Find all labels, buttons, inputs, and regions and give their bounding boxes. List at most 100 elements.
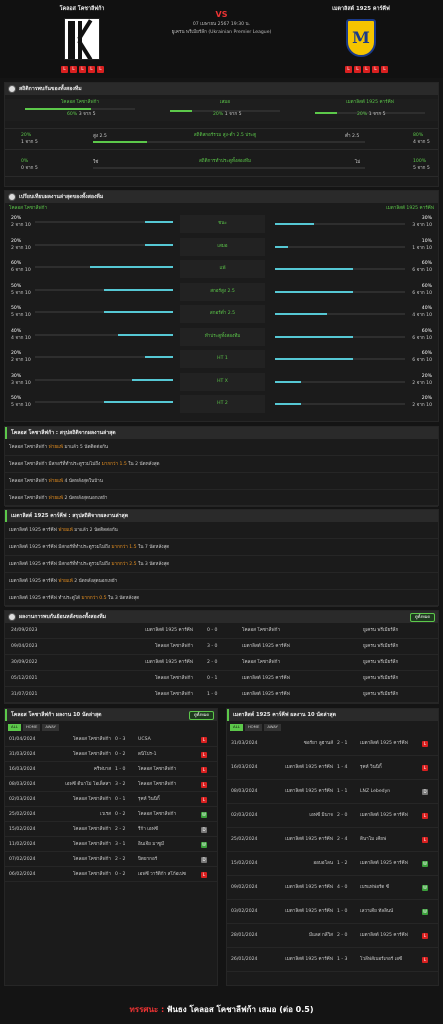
away-team[interactable]: โวลีฟส์เบอร์เกอร์ เอซี	[360, 957, 403, 962]
result-row[interactable]: 09/02/2024 เมตาลิสต์ 1925 คาร์คีฟ 4 - 0 เบร…	[227, 876, 438, 900]
home-team[interactable]: โคลอส โคชาลีฟก้า	[154, 692, 193, 697]
home-team[interactable]: เอฟซี ดีนาโม่ โอเด็สสา	[65, 781, 111, 787]
away-team[interactable]: เบรแท่ฟอร์ด ซี	[360, 885, 389, 890]
home-team[interactable]: คริฟบาส	[93, 766, 111, 772]
away-team[interactable]: รุคห์ วินนิกี้	[138, 796, 160, 802]
tab-away[interactable]: AWAY	[42, 724, 59, 731]
home-team[interactable]: เมตาลิสต์ 1925 คาร์คีฟ	[285, 837, 333, 842]
home-pct-value: 50%	[11, 306, 22, 311]
home-team[interactable]: เมตาลิสต์ 1925 คาร์คีฟ	[145, 628, 193, 633]
away-team[interactable]: ปิตยากอร์	[138, 856, 158, 862]
result-row[interactable]: 16/03/2024 คริฟบาส 1 - 0 โคลอส โคชาลีฟก้า L	[5, 762, 217, 777]
h2h-row[interactable]: 24/09/2023 เมตาลิสต์ 1925 คาร์คีฟ 0 - 0 โคล…	[5, 623, 438, 639]
tab-home[interactable]: HOME	[22, 724, 41, 731]
view-all-button[interactable]: ดูทั้งหมด	[409, 613, 435, 622]
league[interactable]: ยูเครน พรีเมียร์ลีก	[363, 644, 399, 649]
away-team[interactable]: ดนิโปร-1	[138, 751, 157, 757]
away-team[interactable]: เอฟซี วาร์ติก้า สโก้อเปซ	[138, 871, 187, 877]
home-team[interactable]: เอฟซี มินาจ	[309, 813, 333, 818]
away-team[interactable]: เมตาลิสต์ 1925 คาร์คีฟ	[360, 933, 408, 938]
result-row[interactable]: 11/02/2024 โคลอส โคชาลีฟก้า 3 - 1 อินเจีย ม…	[5, 837, 217, 852]
home-bar	[35, 311, 173, 313]
result-row[interactable]: 08/03/2024 เมตาลิสต์ 1925 คาร์คีฟ 1 - 1 LNZ…	[227, 780, 438, 804]
result-row[interactable]: 31/03/2024 ซอร์ยา ลูฮานส์ 2 - 1 เมตาลิสต์ 1…	[227, 732, 438, 756]
away-team-logo[interactable]: M	[346, 19, 376, 57]
result-row[interactable]: 16/03/2024 เมตาลิสต์ 1925 คาร์คีฟ 1 - 4 รุค…	[227, 756, 438, 780]
away-team[interactable]: โคลอส โคชาลีฟก้า	[242, 628, 281, 633]
away-team-name[interactable]: เมตาลิสต์ 1925 คาร์คีฟ	[332, 6, 390, 12]
home-team[interactable]: โคลอส โคชาลีฟก้า	[154, 676, 193, 681]
tab-all[interactable]: ALL	[8, 724, 21, 731]
result-row[interactable]: 02/03/2024 เอฟซี มินาจ 2 - 0 เมตาลิสต์ 1925…	[227, 804, 438, 828]
league[interactable]: ยูเครน พรีเมียร์ลีก	[363, 628, 399, 633]
result-row[interactable]: 08/03/2024 เอฟซี ดีนาโม่ โอเด็สสา 3 - 2 โคล…	[5, 777, 217, 792]
result-row[interactable]: 02/03/2024 โคลอส โคชาลีฟก้า 0 - 1 รุคห์ วิน…	[5, 792, 217, 807]
h2h-row[interactable]: 05/12/2021 โคลอส โคชาลีฟก้า 0 - 1 เมตาลิสต์…	[5, 671, 438, 687]
result-row[interactable]: 31/03/2024 โคลอส โคชาลีฟก้า 0 - 2 ดนิโปร-1 L	[5, 747, 217, 762]
away-team[interactable]: โคลอส โคชาลีฟก้า	[138, 811, 177, 817]
score: 1 - 4	[337, 765, 348, 770]
away-team[interactable]: เมตาลิสต์ 1925 คาร์คีฟ	[242, 644, 290, 649]
away-team[interactable]: UCSA	[138, 736, 151, 742]
away-team[interactable]: เมตาลิสต์ 1925 คาร์คีฟ	[242, 692, 290, 697]
away-team[interactable]: LNZ Lebedyn	[360, 789, 391, 794]
away-team[interactable]: รีก้า เอฟซี	[138, 826, 158, 832]
home-team-name[interactable]: โคลอส โคชาลีฟก้า	[59, 6, 105, 12]
home-team[interactable]: โคลอส โคชาลีฟก้า	[72, 871, 111, 877]
away-team[interactable]: เมตาลิสต์ 1925 คาร์คีฟ	[360, 741, 408, 746]
h2h-row[interactable]: 30/09/2022 เมตาลิสต์ 1925 คาร์คีฟ 2 - 0 โคล…	[5, 655, 438, 671]
home-team[interactable]: เมตาลิสต์ 1925 คาร์คีฟ	[285, 957, 333, 962]
away-pct: 20% 1 จาก 5	[357, 112, 386, 117]
result-row[interactable]: 15/02/2024 โคลอส โคชาลีฟก้า 2 - 2 รีก้า เอฟ…	[5, 822, 217, 837]
away-team[interactable]: เมตาลิสต์ 1925 คาร์คีฟ	[360, 861, 408, 866]
home-team[interactable]: เมตาลิสต์ 1925 คาร์คีฟ	[285, 909, 333, 914]
home-team[interactable]: เมตาลิสต์ 1925 คาร์คีฟ	[285, 885, 333, 890]
home-team[interactable]: โคลอส โคชาลีฟก้า	[72, 856, 111, 862]
tab-all[interactable]: ALL	[230, 724, 243, 731]
result-row[interactable]: 03/02/2024 เมตาลิสต์ 1925 คาร์คีฟ 1 - 0 เลว…	[227, 900, 438, 924]
result-row[interactable]: 25/02/2024 เมตาลิสต์ 1925 คาร์คีฟ 2 - 4 ดิน…	[227, 828, 438, 852]
tab-away[interactable]: AWAY	[264, 724, 281, 731]
result-row[interactable]: 25/02/2024 เวเรส 0 - 2 โคลอส โคชาลีฟก้า W	[5, 807, 217, 822]
home-team[interactable]: เวเรส	[100, 811, 111, 817]
league-name[interactable]: ยูเครน พรีเมียร์ลีก (Ukrainian Premier L…	[171, 30, 272, 35]
away-team[interactable]: โคลอส โคชาลีฟก้า	[242, 660, 281, 665]
home-team[interactable]: โคลอส โคชาลีฟก้า	[72, 826, 111, 832]
league[interactable]: ยูเครน พรีเมียร์ลีก	[363, 692, 399, 697]
away-team[interactable]: โคลอส โคชาลีฟก้า	[138, 781, 177, 787]
away-team[interactable]: เมตาลิสต์ 1925 คาร์คีฟ	[360, 813, 408, 818]
result-row[interactable]: 26/01/2024 เมตาลิสต์ 1925 คาร์คีฟ 1 - 3 โวล…	[227, 948, 438, 972]
home-team-logo[interactable]	[64, 18, 100, 60]
home-team[interactable]: เมตาลิสต์ 1925 คาร์คีฟ	[145, 660, 193, 665]
away-team[interactable]: เลวาเดีย ทัลลินน์	[360, 909, 394, 914]
home-team[interactable]: เมตาลิสต์ 1925 คาร์คีฟ	[285, 765, 333, 770]
home-team[interactable]: เมตาลิสต์ 1925 คาร์คีฟ	[285, 789, 333, 794]
result-row[interactable]: 15/02/2024 ออบอโลน 1 - 2 เมตาลิสต์ 1925 คาร…	[227, 852, 438, 876]
result-row[interactable]: 06/02/2024 โคลอส โคชาลีฟก้า 0 - 2 เอฟซี วาร…	[5, 867, 217, 882]
league[interactable]: ยูเครน พรีเมียร์ลีก	[363, 660, 399, 665]
away-team[interactable]: ดินาโม เคียฟ	[360, 837, 387, 842]
league[interactable]: ยูเครน พรีเมียร์ลีก	[363, 676, 399, 681]
home-team[interactable]: โคลอส โคชาลีฟก้า	[154, 644, 193, 649]
away-team[interactable]: เมตาลิสต์ 1925 คาร์คีฟ	[242, 676, 290, 681]
view-all-button[interactable]: ดูทั้งหมด	[188, 711, 214, 720]
tab-home[interactable]: HOME	[244, 724, 263, 731]
away-team[interactable]: โคลอส โคชาลีฟก้า	[138, 766, 177, 772]
home-team[interactable]: โคลอส โคชาลีฟก้า	[72, 736, 111, 742]
result-row[interactable]: 07/02/2024 โคลอส โคชาลีฟก้า 2 - 2 ปิตยากอร์…	[5, 852, 217, 867]
h2h-row[interactable]: 09/04/2023 โคลอส โคชาลีฟก้า 3 - 0 เมตาลิสต์…	[5, 639, 438, 655]
h2h-row[interactable]: 31/07/2021 โคลอส โคชาลีฟก้า 1 - 0 เมตาลิสต์…	[5, 687, 438, 703]
result-row[interactable]: 01/04/2024 โคลอส โคชาลีฟก้า 0 - 3 UCSA L	[5, 732, 217, 747]
result-row[interactable]: 28/01/2024 มีแลส กลีวิส 2 - 0 เมตาลิสต์ 192…	[227, 924, 438, 948]
home-team[interactable]: โคลอส โคชาลีฟก้า	[72, 751, 111, 757]
home-team[interactable]: โคลอส โคชาลีฟก้า	[72, 841, 111, 847]
home-team[interactable]: ซอร์ยา ลูฮานส์	[303, 741, 333, 746]
home-team[interactable]: โคลอส โคชาลีฟก้า	[72, 796, 111, 802]
away-team[interactable]: อินเจีย มาซูมี	[138, 841, 165, 847]
home-team[interactable]: มีแลส กลีวิส	[308, 933, 333, 938]
home-win-bar	[25, 108, 135, 110]
home-team[interactable]: ออบอโลน	[313, 861, 333, 866]
away-team[interactable]: รุคห์ วินนิกี้	[360, 765, 382, 770]
